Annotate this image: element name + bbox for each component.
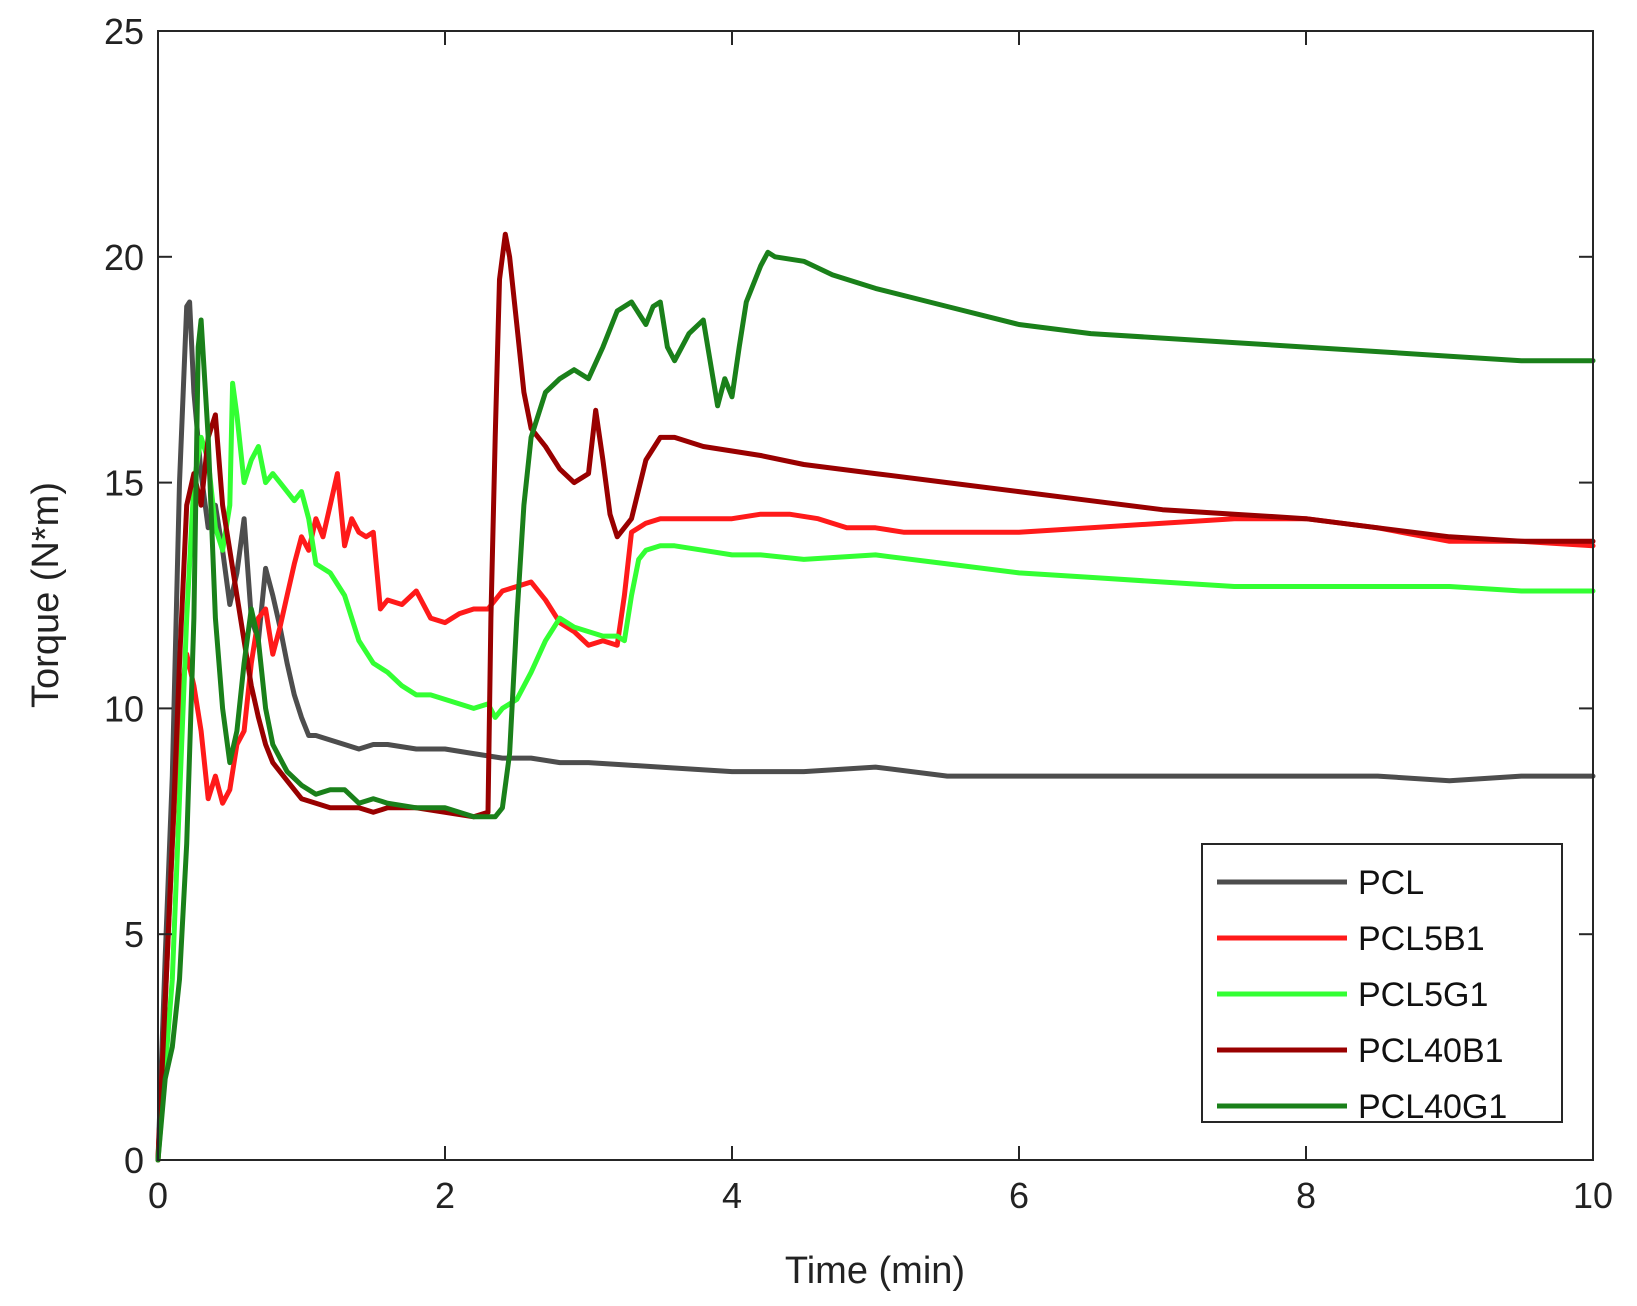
x-tick-label: 0 (148, 1175, 168, 1216)
x-tick-label: 2 (435, 1175, 455, 1216)
series-layer (155, 231, 1596, 1163)
series-line-pcl40g1 (155, 249, 1596, 1163)
y-tick-label: 25 (104, 11, 144, 52)
legend: PCL PCL5B1 PCL5G1 PCL40B1 PCL40G1 (1201, 843, 1563, 1126)
x-tick-label: 8 (1296, 1175, 1316, 1216)
legend-entries: PCL PCL5B1 PCL5G1 PCL40B1 PCL40G1 (1217, 864, 1507, 1126)
series-line-pcl5g1 (155, 380, 1596, 1163)
y-tick-label: 5 (124, 914, 144, 955)
x-tick-label: 6 (1009, 1175, 1029, 1216)
series-line-pcl40b1 (155, 231, 1596, 1163)
legend-label-pcl40b1: PCL40B1 (1358, 1032, 1504, 1070)
y-tick-label: 0 (124, 1140, 144, 1181)
plot-area-frame (157, 30, 1594, 1161)
y-tick-label: 10 (104, 688, 144, 729)
y-tick-label: 20 (104, 237, 144, 278)
legend-box (1201, 843, 1563, 1123)
ticks-layer: 0 2 4 6 8 10 0 5 10 15 20 25 (104, 11, 1613, 1216)
x-tick-label: 10 (1573, 1175, 1613, 1216)
y-axis-title: Torque (N*m) (25, 482, 67, 708)
legend-label-pcl: PCL (1358, 864, 1424, 902)
x-axis-title: Time (min) (785, 1250, 965, 1292)
x-tick-label: 4 (722, 1175, 742, 1216)
y-tick-label: 15 (104, 463, 144, 504)
legend-label-pcl5b1: PCL5B1 (1358, 920, 1485, 958)
legend-label-pcl5g1: PCL5G1 (1358, 976, 1488, 1014)
legend-label-pcl40g1: PCL40G1 (1358, 1088, 1507, 1126)
series-line-pcl5b1 (155, 471, 1596, 1163)
